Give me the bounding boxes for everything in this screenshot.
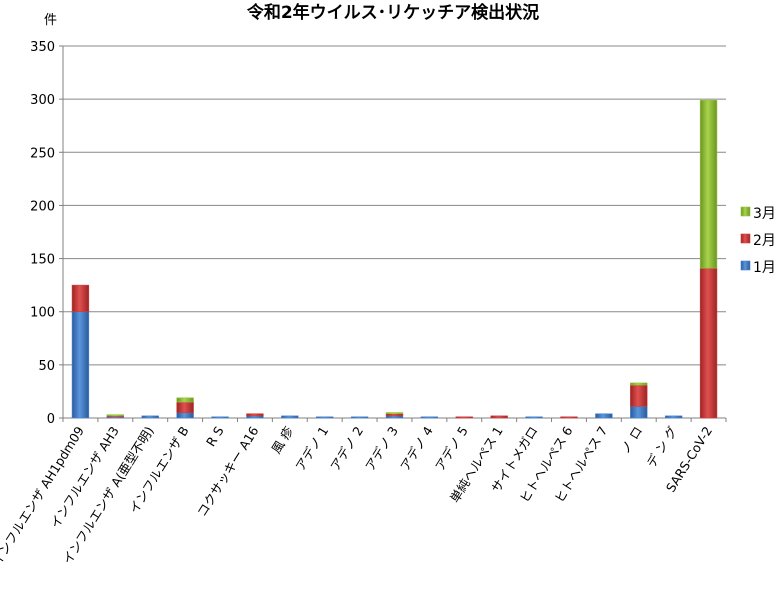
x-tick-label: アデノ 3 bbox=[362, 424, 401, 474]
legend-label: 1月 bbox=[753, 260, 776, 276]
bar-segment bbox=[455, 416, 473, 419]
y-tick-label: 150 bbox=[30, 253, 55, 268]
bar-segment bbox=[699, 267, 718, 419]
gridlines bbox=[63, 45, 726, 366]
bar-segment bbox=[385, 415, 404, 419]
bar-segment bbox=[211, 416, 229, 419]
bar-segment bbox=[246, 415, 264, 419]
x-tick-label: アデノ 2 bbox=[327, 424, 366, 474]
bar-segment bbox=[525, 416, 543, 419]
chart-title: 令和2年ウイルス･リケッチア検出状況 bbox=[247, 2, 539, 23]
bar-segment bbox=[176, 401, 194, 413]
x-tick-label: デ ン グ bbox=[643, 424, 680, 470]
legend-label: 2月 bbox=[753, 233, 776, 249]
bar-segment bbox=[141, 415, 159, 419]
bar-segment bbox=[281, 415, 299, 419]
y-tick-label: 350 bbox=[30, 40, 55, 55]
bar-segment bbox=[350, 416, 369, 419]
y-unit-label: 件 bbox=[44, 13, 57, 28]
x-tick-label: ノ ロ bbox=[617, 424, 645, 457]
bar-segment bbox=[630, 384, 648, 407]
y-tick-label: 50 bbox=[38, 359, 55, 374]
bar-segment bbox=[420, 416, 439, 419]
bar-segment bbox=[699, 99, 718, 269]
x-tick-label: アデノ 5 bbox=[432, 424, 471, 474]
y-tick-label: 100 bbox=[30, 306, 55, 321]
y-tick-label: 200 bbox=[30, 199, 55, 214]
x-tick-label: アデノ 1 bbox=[292, 424, 331, 474]
legend-swatch bbox=[740, 206, 751, 217]
bar-segment bbox=[490, 415, 508, 419]
bar-segment bbox=[664, 415, 683, 419]
bar-segment bbox=[106, 414, 125, 417]
axes bbox=[59, 45, 727, 422]
bar-segment bbox=[630, 382, 648, 386]
x-tick-label: アデノ 4 bbox=[397, 424, 436, 474]
bar-segment bbox=[316, 416, 334, 419]
bar-segment bbox=[246, 413, 264, 417]
legend: 3月 2月 1月 bbox=[740, 206, 776, 276]
legend-label: 3月 bbox=[753, 206, 776, 222]
bar-segment bbox=[176, 412, 194, 419]
bar-segment bbox=[560, 416, 578, 419]
y-tick-label: 300 bbox=[30, 93, 55, 108]
bar-segment bbox=[176, 397, 194, 403]
bar-segment bbox=[385, 412, 404, 415]
legend-swatch bbox=[740, 233, 751, 244]
y-tick-label: 0 bbox=[47, 412, 55, 427]
bar-segment bbox=[630, 406, 648, 419]
x-tick-label: R S bbox=[203, 424, 227, 449]
bars bbox=[71, 99, 718, 419]
legend-swatch bbox=[740, 260, 751, 271]
bar-segment bbox=[595, 413, 613, 419]
bar-segment bbox=[71, 284, 90, 313]
bar-segment bbox=[71, 311, 90, 419]
x-tick-label: 風 疹 bbox=[268, 423, 296, 456]
y-tick-label: 250 bbox=[30, 146, 55, 161]
bar-segment bbox=[385, 413, 404, 417]
